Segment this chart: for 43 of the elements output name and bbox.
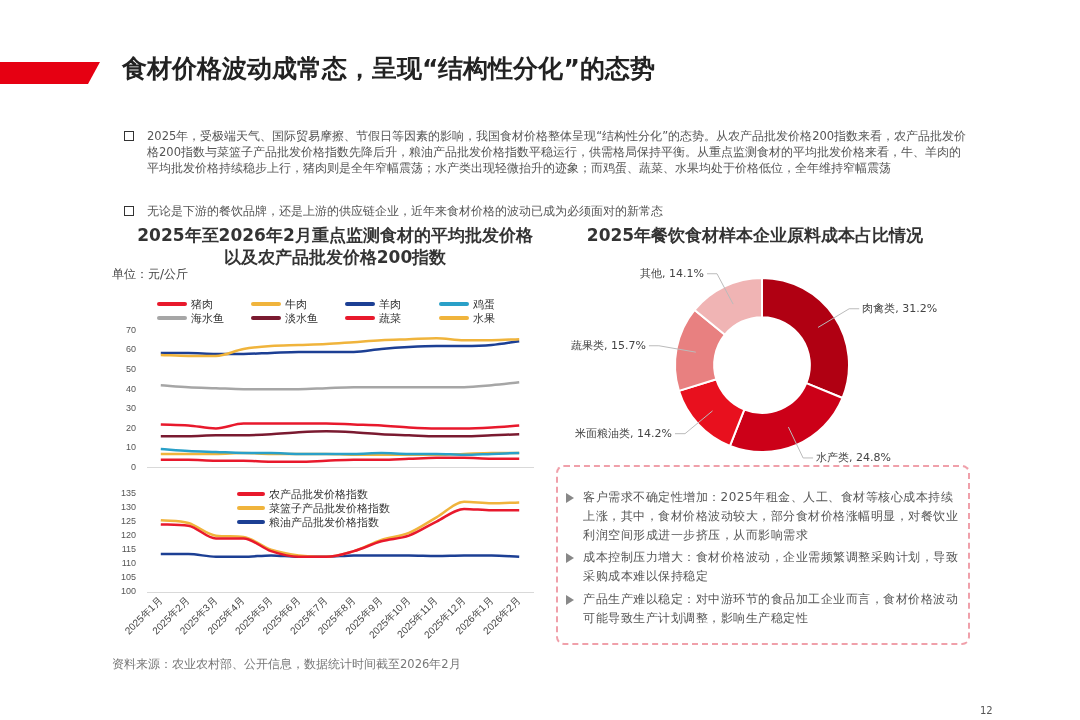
- text: 无论是下游的餐饮品牌，还是上游的供应链企业，近年来食材价格的波动已成为必须面对的新常态: [147, 203, 664, 219]
- y-tick-label: 50: [125, 364, 136, 375]
- legend-label: 牛肉: [285, 296, 307, 312]
- y-tick-label: 120: [120, 530, 136, 541]
- legend-label: 羊肉: [379, 296, 401, 312]
- y-tick-label: 115: [121, 544, 136, 555]
- legend-label: 水果: [473, 310, 495, 326]
- slice-label: 蔬果类, 15.7%: [570, 338, 646, 352]
- y-tick-label: 135: [120, 487, 136, 498]
- text: 2025年，受极端天气、国际贸易摩擦、节假日等因素的影响，我国食材价格整体呈现“结构性分化”的态势。从农产品批发价格200指数来看，农产品批发价格200指数与菜篮子产品批发价格指数先降后升，粮油产品批发价格指数平稳运行，供需格局保持平衡。从重点监测食材的平均批发价格来看，牛、羊肉的平均批发价格持续稳步上行，猪肉则是全年窄幅震荡；水产类出现轻微抬升的迹象；而鸡蛋、蔬菜、水果均处于价格低位，全年维持窄幅震荡: [147, 128, 967, 176]
- text: 产品生产难以稳定：对中游环节的食品加工企业而言，食材价格波动可能导致生产计划调整，影响生产稳定性: [583, 591, 959, 627]
- legend-label: 蔬菜: [379, 310, 401, 326]
- chart-title: 2025年至2026年2月重点监测食材的平均批发价格以及农产品批发价格200指数: [136, 224, 534, 268]
- y-tick-label: 110: [121, 558, 136, 569]
- legend-label: 粮油产品批发价格指数: [269, 514, 379, 530]
- y-axis-title: 单位：元/公斤: [112, 266, 189, 282]
- y-tick-label: 20: [125, 422, 136, 433]
- slice-label: 其他, 14.1%: [640, 266, 704, 280]
- legend-label: 猪肉: [191, 296, 213, 312]
- slice-label: 米面粮油类, 14.2%: [575, 426, 673, 440]
- y-tick-label: 0: [130, 462, 136, 473]
- y-tick-label: 30: [125, 403, 136, 414]
- text: 资料来源：农业农村部、公开信息，数据统计时间截至2026年2月: [112, 656, 462, 672]
- legend-label: 鸡蛋: [473, 296, 495, 312]
- text: 成本控制压力增大：食材价格波动，企业需频繁调整采购计划，导致采购成本难以保持稳定: [583, 549, 959, 585]
- text: 客户需求不确定性增加：2025年租金、人工、食材等核心成本持续上涨，其中，食材价格波动较大，部分食材价格涨幅明显，对餐饮业利润空间形成进一步挤压，从而影响需求: [583, 489, 959, 544]
- y-tick-label: 100: [120, 586, 136, 597]
- y-tick-label: 60: [125, 344, 136, 355]
- slice-label: 肉禽类, 31.2%: [862, 301, 938, 315]
- legend-label: 农产品批发价格指数: [269, 486, 368, 502]
- y-tick-label: 105: [120, 572, 136, 583]
- legend-label: 淡水鱼: [285, 310, 318, 326]
- slice-label: 水产类, 24.8%: [816, 450, 892, 464]
- y-tick-label: 40: [125, 383, 136, 394]
- y-tick-label: 130: [120, 501, 136, 512]
- y-tick-label: 10: [125, 442, 136, 453]
- chart-title: 2025年餐饮食材样本企业原料成本占比情况: [585, 224, 925, 246]
- legend-label: 海水鱼: [191, 310, 224, 326]
- text: 12: [980, 704, 994, 718]
- y-tick-label: 70: [125, 324, 136, 335]
- text: 食材价格波动成常态，呈现“结构性分化”的态势: [122, 53, 655, 85]
- y-tick-label: 125: [120, 516, 136, 527]
- legend-label: 菜篮子产品批发价格指数: [269, 500, 390, 516]
